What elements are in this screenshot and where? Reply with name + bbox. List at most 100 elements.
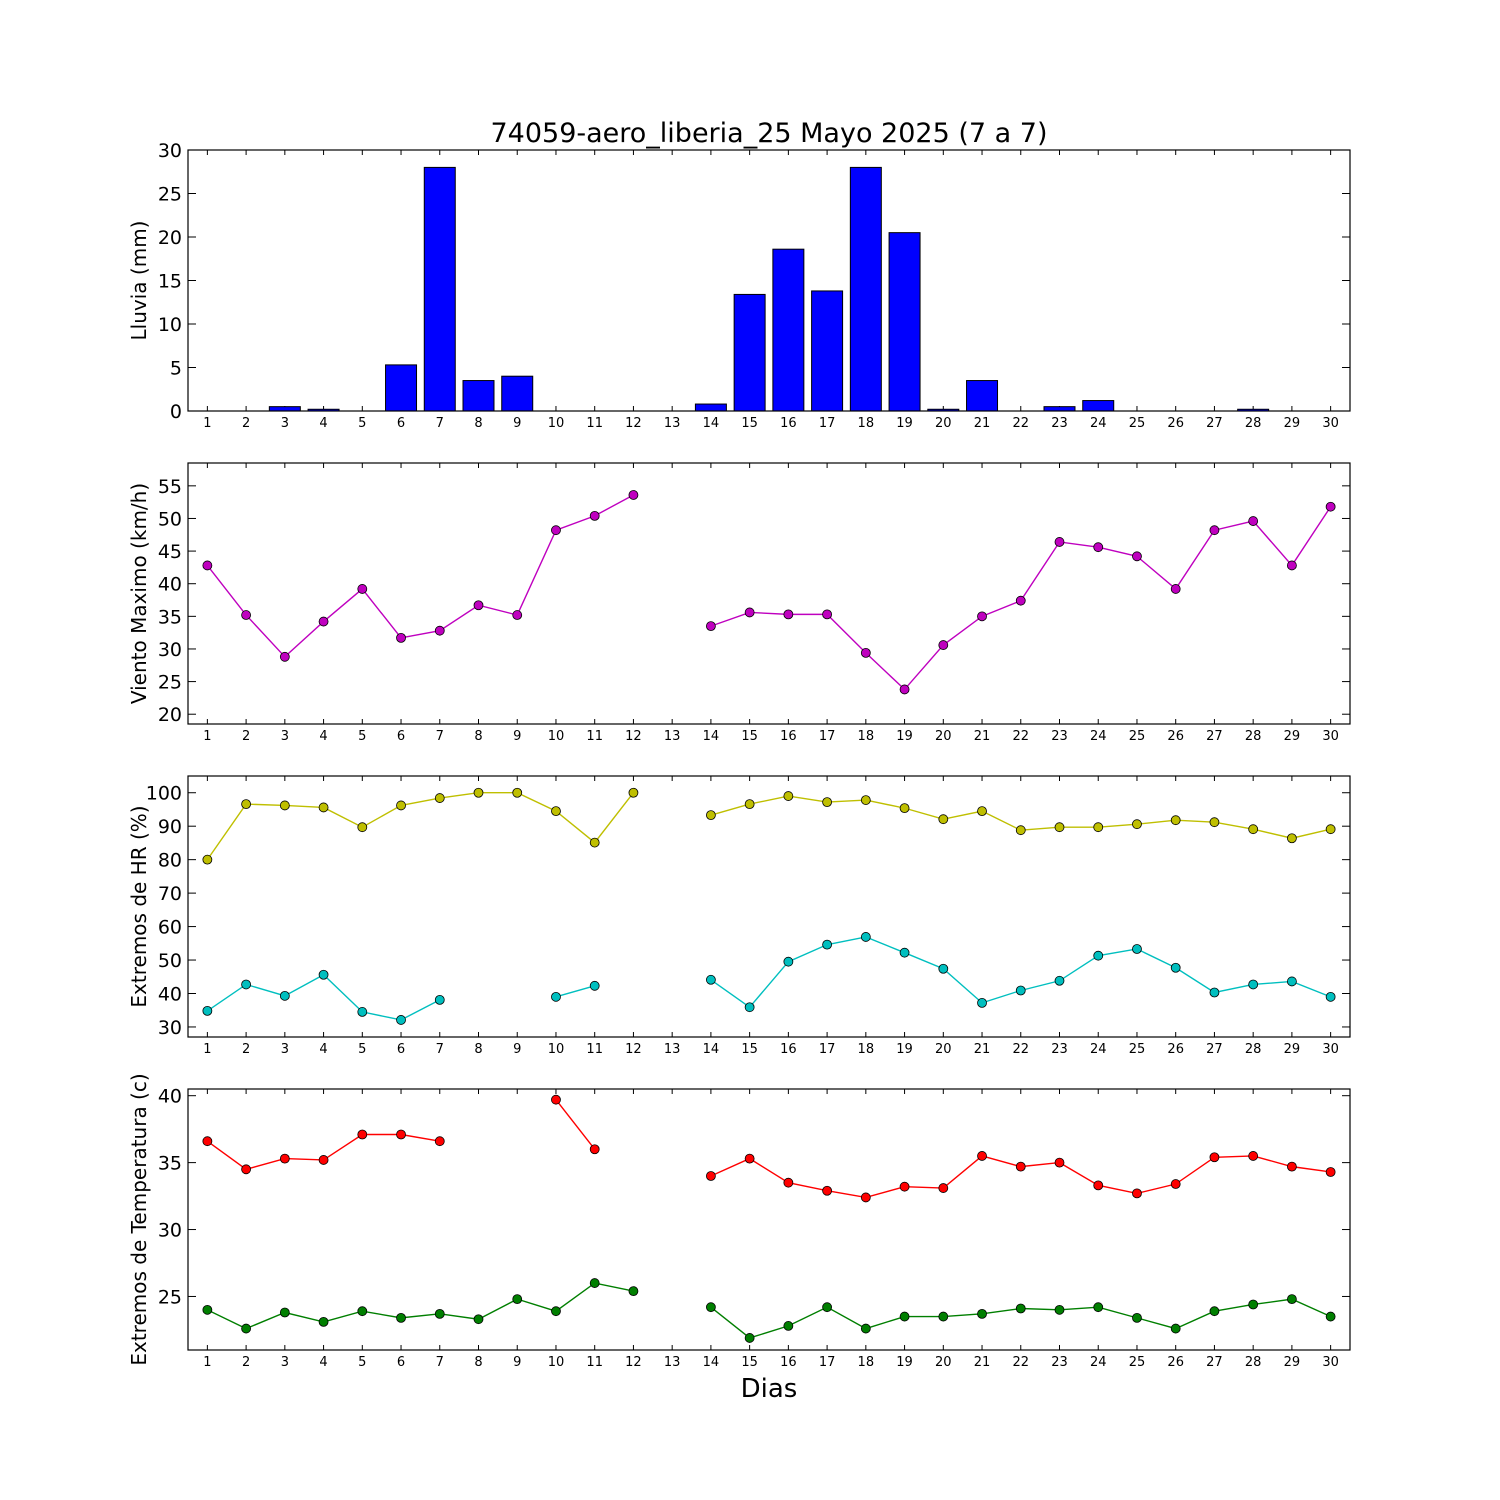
humidity-xtick-label: 6 xyxy=(397,1042,405,1057)
temperature-xtick-label: 6 xyxy=(397,1355,405,1370)
humidity-xtick-label: 12 xyxy=(625,1042,642,1057)
humidity-panel: 1 2 3 4 5 6 7 8 9 10 11 12 13 14 15 16 17 18 19 20 21 22 23 24 2… xyxy=(127,775,1351,1057)
temperature-series-1-point xyxy=(1015,1161,1026,1172)
wind-ytick-label: 20 xyxy=(158,704,182,726)
humidity-series-2-point xyxy=(1093,950,1104,961)
temperature-series-1-point xyxy=(318,1155,329,1165)
humidity-xtick-label: 29 xyxy=(1284,1042,1301,1057)
wind-xtick-label: 1 xyxy=(203,729,211,744)
wind-series-1-point xyxy=(396,632,406,643)
wind-xtick-label: 4 xyxy=(319,729,327,744)
x-axis-label: Dias xyxy=(741,1374,798,1404)
humidity-ytick-label: 100 xyxy=(146,783,182,805)
rain-ytick-label: 10 xyxy=(158,314,182,336)
wind-xtick-label: 24 xyxy=(1090,729,1107,744)
wind-xtick-label: 27 xyxy=(1206,729,1223,744)
humidity-series-2-point xyxy=(977,997,987,1008)
wind-plot-frame xyxy=(187,462,1351,725)
figure-title: 74059-aero_liberia_25 Mayo 2025 (7 a 7) xyxy=(490,118,1047,149)
rain-xtick-label: 23 xyxy=(1051,416,1068,431)
temperature-series-1-point xyxy=(202,1136,213,1147)
humidity-series-1-point xyxy=(357,822,368,833)
humidity-series-1-point xyxy=(938,814,949,825)
humidity-xtick-label: 11 xyxy=(586,1042,603,1057)
rain-xtick-label: 20 xyxy=(935,416,952,431)
humidity-xtick-label: 24 xyxy=(1090,1042,1107,1057)
temperature-xtick-label: 18 xyxy=(858,1355,875,1370)
temperature-series-1-point xyxy=(357,1129,368,1140)
rain-ytick-label: 30 xyxy=(158,140,182,162)
wind-series-1-point xyxy=(1287,560,1297,571)
temperature-series-2-point xyxy=(1287,1294,1297,1305)
rain-panel: 1 2 3 4 5 6 7 8 9 10 11 12 13 14 15 16 17 18 19 20 21 22 23 24 2… xyxy=(127,140,1351,431)
wind-xtick-label: 30 xyxy=(1322,729,1339,744)
temperature-xtick-label: 5 xyxy=(358,1355,366,1370)
wind-xtick-label: 12 xyxy=(625,729,642,744)
humidity-series-2-point xyxy=(706,974,716,985)
humidity-series-1-point xyxy=(783,791,794,801)
wind-xtick-label: 14 xyxy=(703,729,720,744)
temperature-series-2-point xyxy=(551,1306,561,1317)
wind-series-1-point xyxy=(822,609,832,620)
temperature-ytick-label: 30 xyxy=(158,1220,182,1242)
temperature-series-2-point xyxy=(434,1308,445,1319)
temperature-ytick-label: 25 xyxy=(158,1286,182,1308)
humidity-xtick-label: 4 xyxy=(319,1042,327,1057)
wind-y-axis-label: Viento Maximo (km/h) xyxy=(127,483,151,704)
humidity-series-1-point xyxy=(318,802,329,813)
humidity-series-1-point xyxy=(977,806,987,817)
wind-series-1-point xyxy=(241,610,252,620)
wind-series-1-point xyxy=(473,600,484,611)
humidity-series-2-point xyxy=(202,1006,213,1016)
humidity-series-1-point xyxy=(860,795,871,805)
humidity-series-2-point xyxy=(1287,976,1297,987)
rain-bar xyxy=(501,375,534,412)
humidity-plot-frame xyxy=(187,775,1351,1038)
temperature-xtick-label: 17 xyxy=(819,1355,836,1370)
humidity-xtick-label: 30 xyxy=(1322,1042,1339,1057)
humidity-series-1-point xyxy=(1325,824,1336,835)
temperature-series-2-point xyxy=(822,1302,832,1313)
wind-xtick-label: 21 xyxy=(974,729,991,744)
wind-series-1-point xyxy=(357,584,368,594)
wind-xtick-label: 15 xyxy=(741,729,758,744)
rain-xtick-label: 3 xyxy=(281,416,289,431)
wind-xtick-label: 8 xyxy=(474,729,482,744)
temperature-series-2-point xyxy=(357,1306,368,1317)
wind-xtick-label: 25 xyxy=(1129,729,1146,744)
temperature-series-1-point xyxy=(1170,1179,1181,1189)
temperature-xtick-label: 10 xyxy=(548,1355,565,1370)
rain-xtick-label: 16 xyxy=(780,416,797,431)
humidity-series-2-point xyxy=(860,932,871,942)
humidity-series-2-point xyxy=(1248,979,1259,990)
wind-xtick-label: 29 xyxy=(1284,729,1301,744)
wind-series-1-point xyxy=(1132,551,1142,562)
humidity-xtick-label: 3 xyxy=(281,1042,289,1057)
wind-series-1-point xyxy=(899,684,910,695)
rain-xtick-label: 7 xyxy=(436,416,444,431)
wind-series-1-point xyxy=(1170,584,1181,594)
humidity-ytick-label: 90 xyxy=(158,816,182,838)
temperature-series-2-line xyxy=(207,1282,634,1330)
temperature-series-2-point xyxy=(899,1311,910,1322)
temperature-series-1-point xyxy=(1287,1161,1297,1172)
humidity-series-1-point xyxy=(1248,824,1259,835)
humidity-series-1-point xyxy=(473,787,484,798)
temperature-series-2-point xyxy=(318,1316,329,1327)
humidity-series-1-point xyxy=(706,810,716,821)
rain-bar xyxy=(811,290,844,412)
temperature-panel: 1 2 3 4 5 6 7 8 9 10 11 12 13 14 15 16 17 18 19 20 21 22 23 24 2… xyxy=(127,1073,1351,1370)
temperature-series-1-point xyxy=(396,1129,406,1140)
temperature-xtick-label: 29 xyxy=(1284,1355,1301,1370)
rain-xtick-label: 4 xyxy=(319,416,327,431)
temperature-xtick-label: 13 xyxy=(664,1355,681,1370)
temperature-series-2-point xyxy=(1209,1306,1220,1317)
humidity-xtick-label: 15 xyxy=(741,1042,758,1057)
wind-xtick-label: 28 xyxy=(1245,729,1262,744)
temperature-ytick-label: 35 xyxy=(158,1153,182,1175)
temperature-xtick-label: 11 xyxy=(586,1355,603,1370)
temperature-xtick-label: 8 xyxy=(474,1355,482,1370)
temperature-series-1-point xyxy=(744,1153,755,1164)
temperature-xtick-label: 3 xyxy=(281,1355,289,1370)
